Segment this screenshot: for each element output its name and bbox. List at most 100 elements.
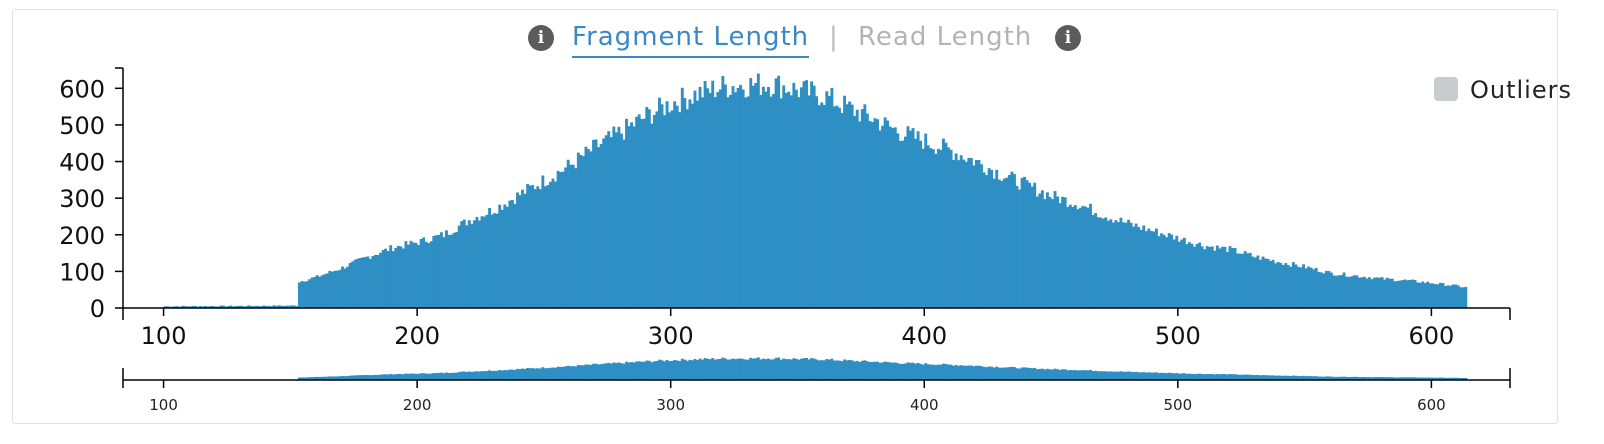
- context-bar: [630, 362, 634, 380]
- histogram-bar: [353, 259, 357, 308]
- context-bar: [1068, 370, 1072, 380]
- context-bar: [701, 359, 705, 380]
- histogram-bar: [1160, 233, 1163, 308]
- histogram-bar: [270, 306, 273, 308]
- context-bar: [1261, 375, 1265, 380]
- context-bar: [1319, 376, 1323, 380]
- context-bar: [1329, 376, 1333, 380]
- context-bar: [1385, 377, 1389, 380]
- histogram-bar: [843, 95, 847, 308]
- histogram-bar: [1418, 282, 1422, 308]
- context-bar: [645, 360, 649, 380]
- histogram-bar: [1444, 285, 1447, 308]
- histogram-bar: [379, 252, 382, 308]
- context-bar: [934, 365, 938, 380]
- histogram-bar: [1449, 285, 1453, 308]
- outliers-checkbox[interactable]: [1434, 77, 1458, 101]
- histogram-bar: [774, 78, 778, 308]
- histogram-bar: [756, 73, 760, 308]
- context-bar: [810, 358, 814, 380]
- context-bar: [1362, 376, 1366, 380]
- histogram-bar: [903, 136, 907, 308]
- context-bar: [1383, 377, 1387, 380]
- info-icon[interactable]: i: [528, 25, 554, 51]
- context-bar: [789, 359, 793, 380]
- context-bar: [576, 364, 580, 380]
- context-bar: [903, 363, 907, 380]
- info-icon[interactable]: i: [1055, 25, 1081, 51]
- context-bar: [858, 361, 862, 380]
- context-bar: [1160, 372, 1163, 380]
- context-bar: [541, 367, 545, 380]
- context-bar: [1436, 377, 1440, 380]
- histogram-bar: [855, 109, 859, 308]
- context-bar: [472, 371, 476, 380]
- context-bar: [358, 375, 362, 380]
- context-bar: [447, 372, 451, 380]
- histogram-bar: [1106, 220, 1110, 308]
- histogram-bar: [292, 305, 296, 308]
- context-bar: [1375, 377, 1379, 380]
- tab-fragment-length[interactable]: Fragment Length: [572, 22, 810, 58]
- histogram-bar: [1276, 261, 1280, 308]
- context-bar: [1063, 369, 1067, 380]
- context-bar: [325, 376, 329, 380]
- histogram-bar: [751, 85, 755, 308]
- histogram-bar: [792, 82, 796, 308]
- context-bar: [1020, 367, 1024, 380]
- histogram-bar: [990, 169, 994, 308]
- context-bar: [1045, 368, 1049, 380]
- histogram-bar: [275, 306, 279, 308]
- x-tick-label: 300: [648, 322, 694, 350]
- context-bar: [974, 365, 978, 380]
- context-bar: [455, 372, 459, 380]
- context-bar: [1403, 377, 1407, 380]
- histogram-bar: [1048, 196, 1052, 308]
- context-bar: [548, 367, 552, 380]
- context-bar: [865, 361, 869, 380]
- context-bar: [1350, 376, 1354, 380]
- context-bar: [460, 371, 464, 380]
- context-bar: [1086, 370, 1090, 380]
- histogram-bar: [982, 172, 986, 308]
- histogram-bar: [1459, 287, 1463, 308]
- histogram-bar: [249, 305, 253, 308]
- histogram-bar: [290, 305, 294, 308]
- histogram-bar: [569, 164, 573, 308]
- histogram-bar: [254, 305, 258, 308]
- context-bar: [1203, 374, 1207, 380]
- histogram-bar: [450, 234, 453, 308]
- context-bar: [518, 369, 522, 380]
- histogram-bar: [980, 164, 983, 308]
- histogram-bar: [485, 214, 489, 308]
- context-bar: [1104, 371, 1108, 380]
- histogram-bar: [176, 306, 180, 308]
- context-bar: [891, 362, 895, 380]
- histogram-bar: [817, 105, 821, 308]
- context-bar: [911, 362, 915, 380]
- histogram-bar: [1370, 279, 1374, 308]
- context-bar: [1360, 377, 1364, 380]
- histogram-bar: [531, 185, 535, 308]
- context-bar: [947, 364, 950, 380]
- context-bar: [561, 366, 565, 380]
- context-bar: [1324, 376, 1328, 380]
- histogram-bar: [690, 103, 694, 308]
- histogram-bar: [1421, 281, 1425, 308]
- histogram-bar: [853, 115, 857, 308]
- histogram-bar: [1081, 205, 1085, 308]
- histogram-bar: [1038, 193, 1042, 308]
- tab-read-length[interactable]: Read Length: [858, 22, 1033, 52]
- histogram-bar: [1385, 277, 1389, 308]
- histogram-bar: [779, 98, 783, 308]
- context-bar: [802, 358, 806, 380]
- histogram-bar: [876, 119, 879, 308]
- context-bar: [569, 366, 573, 380]
- histogram-bar: [1400, 280, 1404, 308]
- histogram-bar: [716, 92, 720, 308]
- context-bar: [1231, 374, 1234, 380]
- histogram-bar: [1180, 239, 1184, 308]
- histogram-bar: [239, 305, 243, 308]
- context-bar: [1144, 372, 1148, 380]
- histogram-bar: [764, 91, 768, 308]
